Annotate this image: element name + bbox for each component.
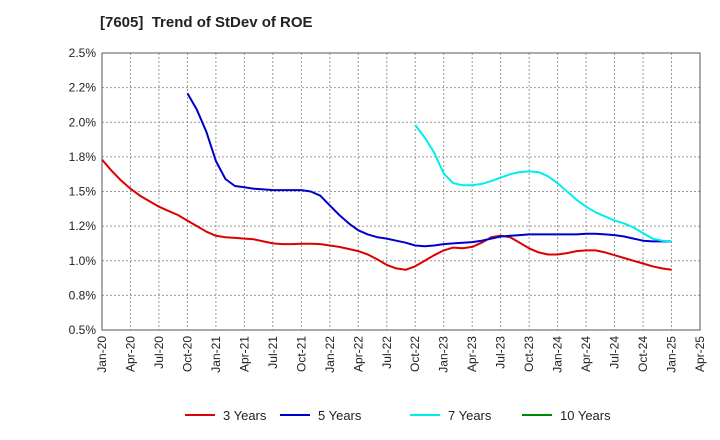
x-tick-label: Oct-22 — [408, 336, 422, 372]
x-tick-label: Apr-21 — [237, 336, 251, 372]
x-tick-label: Apr-25 — [693, 336, 707, 372]
y-tick-label: 2.5% — [69, 46, 97, 60]
plot-border — [101, 52, 701, 331]
y-tick-label: 1.0% — [69, 254, 97, 268]
y-tick-label: 2.2% — [69, 81, 97, 95]
x-tick-label: Apr-23 — [465, 336, 479, 372]
x-tick-label: Jan-20 — [95, 336, 109, 373]
series-line-5-years — [186, 92, 672, 248]
x-tick-label: Jan-25 — [665, 336, 679, 373]
y-tick-label: 1.5% — [69, 185, 97, 199]
x-tick-label: Jan-23 — [437, 336, 451, 373]
x-tick-label: Jul-24 — [608, 336, 622, 369]
x-tick-label: Jul-23 — [494, 336, 508, 369]
x-tick-label: Jul-21 — [266, 336, 280, 369]
y-tick-label: 1.2% — [69, 219, 97, 233]
y-tick-label: 1.8% — [69, 150, 97, 164]
plot-area — [102, 53, 700, 330]
x-tick-label: Jan-21 — [209, 336, 223, 373]
series-line-7-years — [414, 124, 672, 243]
x-tick-label: Oct-23 — [522, 336, 536, 372]
x-tick-label: Apr-20 — [123, 336, 137, 372]
legend-label-3-years: 3 Years — [223, 408, 267, 423]
x-tick-label: Jan-22 — [323, 336, 337, 373]
chart-title: [7605] Trend of StDev of ROE — [100, 14, 313, 31]
x-tick-label: Jul-22 — [380, 336, 394, 369]
series-line-3-years — [101, 158, 672, 271]
legend-label-10-years: 10 Years — [560, 408, 611, 423]
legend-label-7-years: 7 Years — [448, 408, 492, 423]
x-tick-label: Oct-20 — [180, 336, 194, 372]
legend-label-5-years: 5 Years — [318, 408, 362, 423]
x-tick-label: Apr-22 — [351, 336, 365, 372]
x-tick-label: Oct-24 — [636, 336, 650, 372]
x-tick-label: Jan-24 — [551, 336, 565, 373]
x-tick-label: Apr-24 — [579, 336, 593, 372]
x-tick-label: Jul-20 — [152, 336, 166, 369]
y-tick-label: 0.8% — [69, 288, 97, 302]
x-tick-label: Oct-21 — [294, 336, 308, 372]
y-tick-label: 2.0% — [69, 115, 97, 129]
y-tick-label: 0.5% — [69, 323, 97, 337]
